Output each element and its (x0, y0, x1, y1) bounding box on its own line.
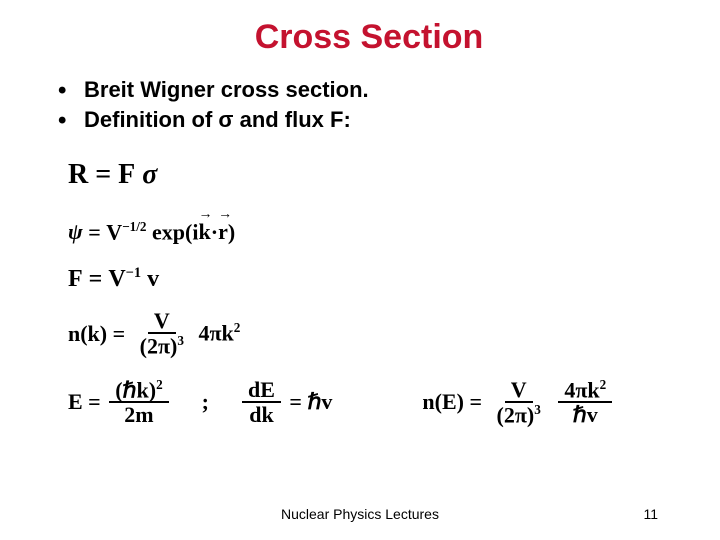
eq-text: R = F (68, 159, 142, 191)
bullet-item: Breit Wigner cross section. (58, 77, 680, 103)
eq-tail: 4πk2 (193, 320, 240, 346)
slide: Cross Section Breit Wigner cross section… (0, 0, 720, 540)
numerator: (ℏk)2 (109, 378, 168, 403)
fraction: (ℏk)2 2m (109, 378, 168, 427)
numerator: V (505, 378, 533, 403)
numerator: 4πk2 (558, 378, 612, 403)
equation-5: E = (ℏk)2 2m ; dE dk = ℏv n(E) = V (2π)3… (68, 378, 680, 427)
bullet-list: Breit Wigner cross section. Definition o… (58, 77, 680, 133)
equation-block: R = F σ ψ = V−1/2 exp(ik·r) F = V−1 v n(… (58, 159, 680, 426)
denominator: 2m (118, 403, 159, 426)
eq-lhs: E = (68, 389, 106, 415)
denominator: (2π)3 (134, 334, 190, 357)
denominator: (2π)3 (491, 403, 547, 426)
eq-text: = ℏv (284, 389, 332, 415)
separator: ; (202, 389, 209, 415)
fraction: V (2π)3 (134, 309, 190, 358)
footer-text: Nuclear Physics Lectures (0, 506, 720, 522)
equation-1: R = F σ (68, 159, 680, 191)
denominator: dk (243, 403, 279, 426)
fraction: V (2π)3 (491, 378, 547, 427)
equation-4: n(k) = V (2π)3 4πk2 (68, 309, 680, 358)
eq-text: F = V−1 v (68, 265, 159, 293)
equation-3: F = V−1 v (68, 265, 680, 293)
numerator: dE (242, 378, 281, 403)
page-number: 11 (643, 506, 658, 522)
numerator: V (148, 309, 176, 334)
bullet-item: Definition of σ and flux F: (58, 107, 680, 133)
slide-title: Cross Section (58, 18, 680, 57)
fraction: 4πk2 ℏv (558, 378, 612, 427)
psi-symbol: ψ (68, 219, 83, 245)
eq-lhs: n(E) = (422, 389, 487, 415)
fraction: dE dk (242, 378, 281, 426)
equation-2: ψ = V−1/2 exp(ik·r) (68, 219, 680, 245)
footer: Nuclear Physics Lectures 11 (0, 506, 720, 522)
eq-lhs: n(k) = (68, 321, 131, 347)
sigma-symbol: σ (142, 159, 157, 191)
eq-text: = V−1/2 exp(ik·r) (83, 219, 235, 245)
denominator: ℏv (567, 403, 604, 426)
